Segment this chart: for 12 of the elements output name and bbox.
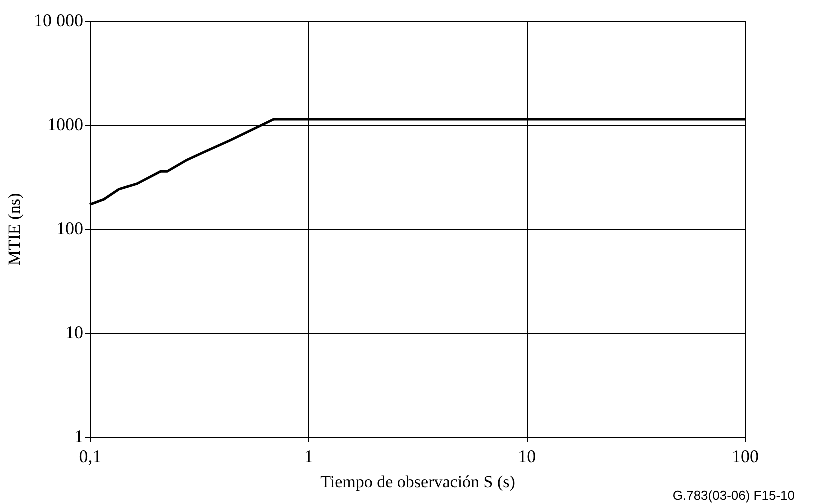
x-axis-title: Tiempo de observación S (s) [320,472,516,492]
x-tick-label: 0,1 [79,446,102,466]
text: G.783(03-06) F15-10 [672,488,795,503]
x-tick-label: 100 [732,446,759,466]
y-tick-label: 1000 [48,114,84,134]
y-tick-label: 1 [74,426,84,446]
y-axis-title: MTIE (ns) [5,193,24,266]
y-tick-label: 100 [56,218,84,238]
x-tick-label: 10 [518,446,536,466]
x-tick-label: 1 [304,446,314,466]
y-tick-label: 10 000 [34,10,84,30]
y-tick-label: 10 [66,322,84,342]
